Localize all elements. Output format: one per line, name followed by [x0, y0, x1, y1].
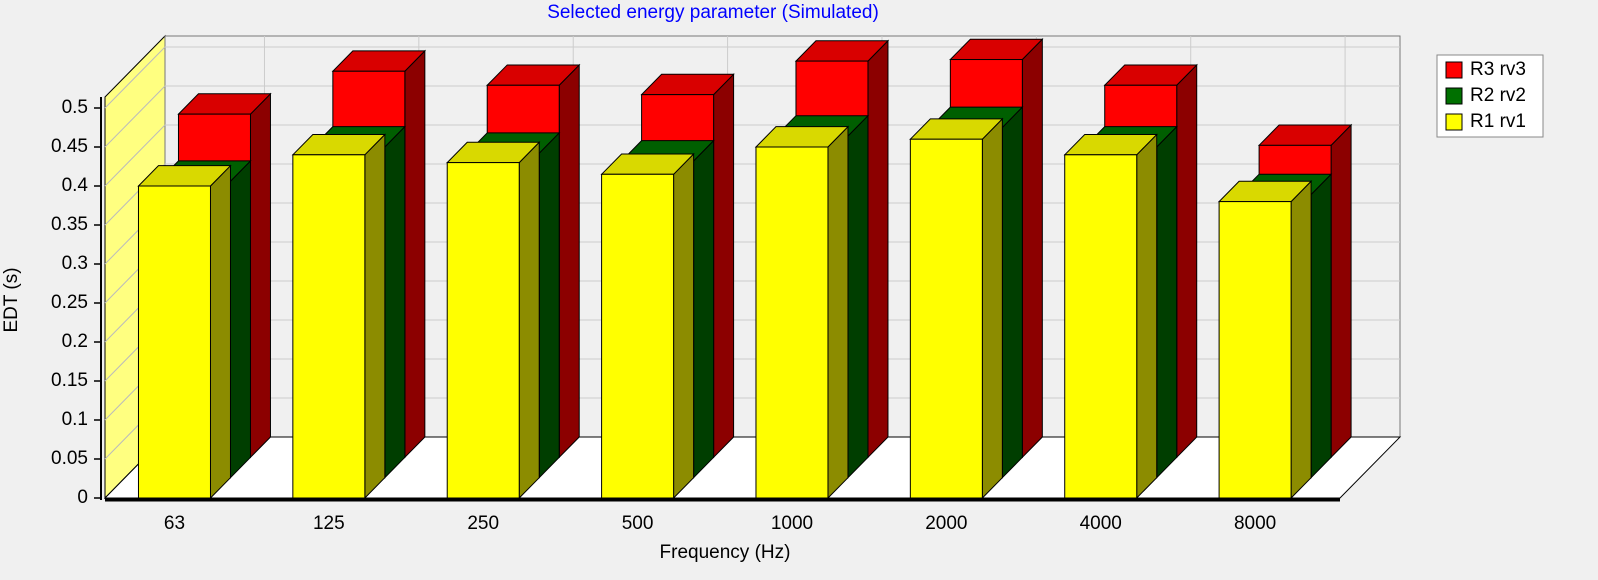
bar-front — [755, 146, 829, 499]
bar-side — [1176, 63, 1198, 459]
x-tick-label: 4000 — [1080, 513, 1122, 534]
y-tick-label: 0.4 — [62, 175, 89, 196]
chart-title: Selected energy parameter (Simulated) — [547, 2, 879, 23]
y-tick-label: 0.3 — [62, 253, 88, 274]
bar-front — [1064, 154, 1138, 499]
x-tick-label: 250 — [467, 513, 499, 534]
legend-label: R2 rv2 — [1470, 85, 1526, 106]
bar-front — [446, 162, 520, 499]
bar-front — [601, 173, 675, 499]
bar-side — [827, 125, 849, 500]
bar-side — [673, 152, 695, 500]
bar-side — [1136, 133, 1158, 500]
bar — [291, 133, 387, 500]
bar-side — [981, 117, 1003, 500]
bar — [137, 164, 232, 500]
bar-side — [1310, 172, 1332, 479]
bar — [600, 152, 695, 500]
bar — [1217, 180, 1313, 500]
bar-side — [713, 73, 735, 459]
grid-line — [104, 85, 166, 148]
bar-side — [1156, 125, 1178, 479]
y-tick-label: 0.45 — [51, 136, 88, 157]
y-tick-label: 0.2 — [62, 331, 88, 352]
y-tick-label: 0.1 — [62, 409, 88, 430]
bar-side — [384, 125, 406, 479]
grid-line — [104, 124, 166, 187]
y-axis-title: EDT (s) — [1, 267, 22, 332]
bar-side — [1001, 105, 1023, 479]
x-tick-label: 2000 — [925, 513, 967, 534]
bar-side — [847, 114, 869, 479]
legend-label: R1 rv1 — [1470, 111, 1526, 132]
bar-side — [538, 131, 560, 479]
bar — [909, 117, 1004, 500]
y-tick-label: 0 — [77, 487, 88, 508]
bar-side — [1330, 123, 1352, 459]
bar-side — [404, 49, 426, 459]
y-tick-label: 0.05 — [51, 448, 88, 469]
bar-side — [518, 141, 540, 500]
legend-swatch — [1445, 87, 1463, 105]
bar-front — [292, 154, 366, 499]
bar-side — [229, 159, 251, 479]
y-tick-label: 0.25 — [51, 292, 88, 313]
bar-front — [1218, 201, 1292, 499]
x-tick-label: 1000 — [771, 513, 813, 534]
x-tick-label: 8000 — [1234, 513, 1276, 534]
legend-swatch — [1445, 61, 1463, 79]
y-tick-label: 0.5 — [62, 97, 88, 118]
bar — [446, 141, 541, 500]
bar-side — [1021, 37, 1043, 459]
grid-line — [104, 46, 166, 109]
x-tick-label: 125 — [313, 513, 345, 534]
bar-side — [249, 92, 271, 459]
legend-swatch — [1445, 113, 1463, 131]
x-axis-title: Frequency (Hz) — [660, 542, 791, 563]
bar — [754, 125, 850, 500]
bar-front — [909, 138, 983, 499]
bar-side — [1290, 180, 1312, 500]
bar-side — [867, 39, 889, 459]
bar-side — [209, 164, 231, 500]
bar-side — [364, 133, 386, 500]
legend-label: R3 rv3 — [1470, 59, 1526, 80]
bar-side — [693, 139, 715, 479]
y-tick-label: 0.35 — [51, 214, 88, 235]
y-tick-label: 0.15 — [51, 370, 88, 391]
bar-side — [558, 63, 580, 459]
bar — [1063, 133, 1158, 500]
bar-front — [137, 185, 211, 499]
x-tick-label: 500 — [622, 513, 654, 534]
x-tick-label: 63 — [164, 513, 185, 534]
